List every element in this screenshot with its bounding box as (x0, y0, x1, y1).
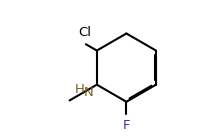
Text: F: F (123, 119, 130, 132)
Text: N: N (84, 86, 94, 99)
Text: Cl: Cl (79, 26, 92, 39)
Text: H: H (75, 83, 85, 96)
